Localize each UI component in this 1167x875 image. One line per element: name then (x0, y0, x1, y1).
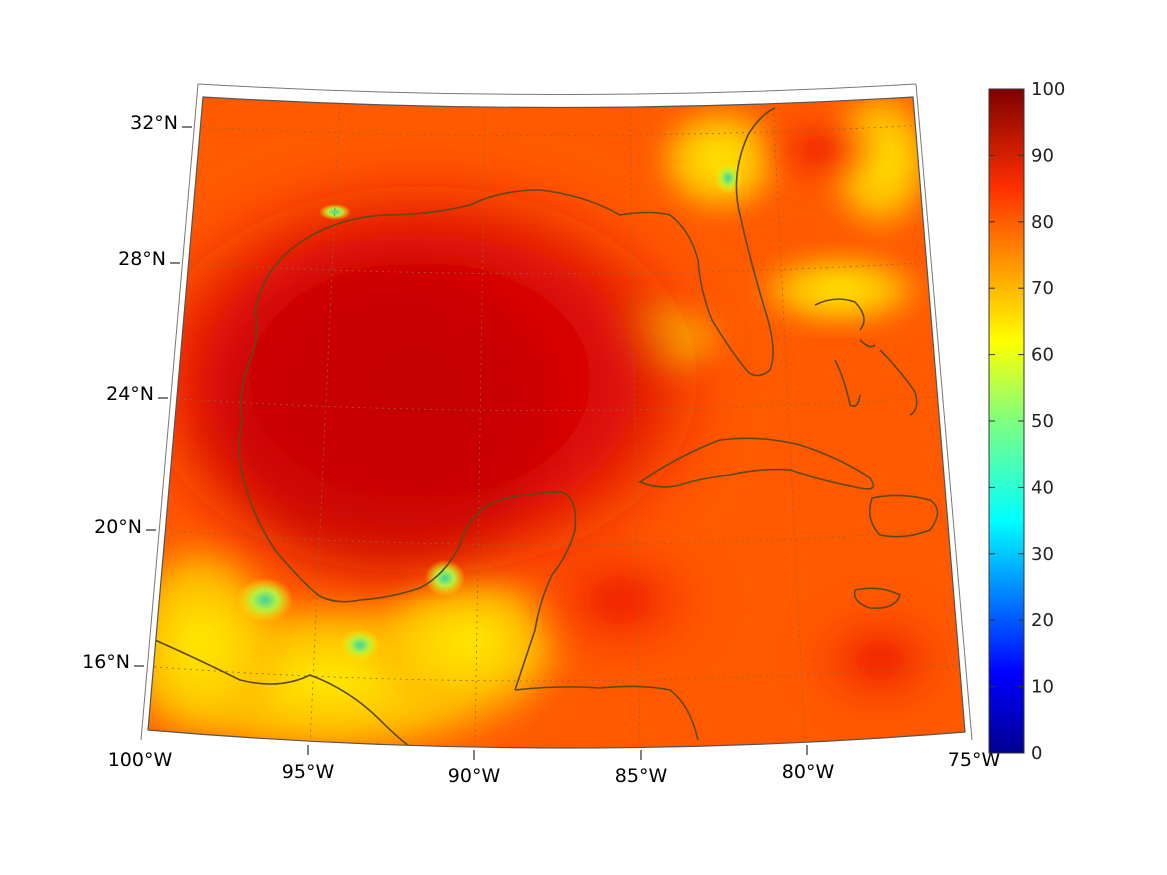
lon-label-80: 80°W (782, 761, 835, 783)
colorbar-label: 60 (1031, 345, 1054, 366)
colorbar-label: 0 (1031, 743, 1042, 764)
lat-label-32: 32°N (130, 112, 178, 134)
lat-label-24: 24°N (106, 383, 154, 405)
map-frame (147, 96, 966, 749)
lat-label-20: 20°N (94, 516, 142, 538)
lon-label-100: 100°W (108, 749, 173, 771)
colorbar-label: 30 (1031, 544, 1054, 565)
colorbar-label: 80 (1031, 212, 1054, 233)
axis-ticks (134, 126, 808, 760)
latitude-labels: 32°N 28°N 24°N 20°N 16°N (82, 112, 178, 673)
grid-lines (148, 99, 965, 749)
data-field (148, 97, 965, 749)
colorbar-label: 100 (1031, 79, 1065, 100)
colorbar-label: 50 (1031, 411, 1054, 432)
lon-label-90: 90°W (448, 765, 501, 787)
colorbar-label: 90 (1031, 145, 1054, 166)
lat-label-28: 28°N (118, 248, 166, 270)
coastlines (154, 107, 939, 749)
colorbar-label: 20 (1031, 610, 1054, 631)
colorbar-label: 70 (1031, 278, 1054, 299)
colorbar-label: 10 (1031, 677, 1054, 698)
lon-label-75: 75°W (948, 749, 1001, 771)
colorbar-label: 40 (1031, 477, 1054, 498)
lon-label-95: 95°W (282, 761, 335, 783)
lat-label-16: 16°N (82, 651, 130, 673)
longitude-labels: 100°W 95°W 90°W 85°W 80°W 75°W (108, 749, 1001, 787)
lon-label-85: 85°W (615, 765, 668, 787)
